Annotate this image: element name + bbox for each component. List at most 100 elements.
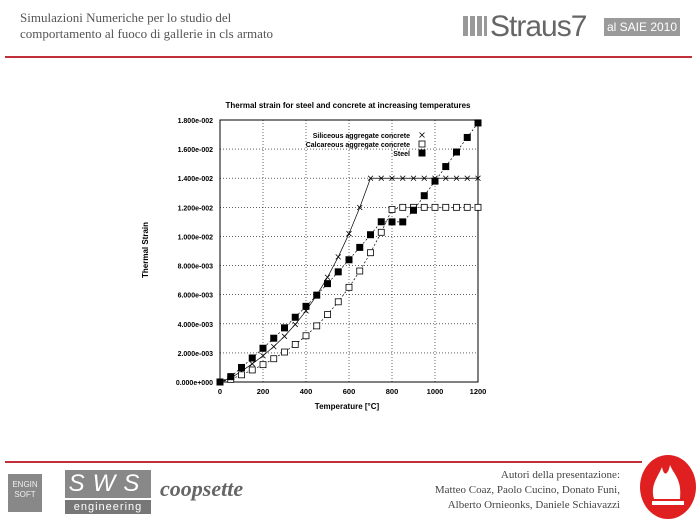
legend-label: Siliceous aggregate concrete: [313, 133, 410, 140]
data-point-filled-square: [281, 324, 288, 332]
data-point-open-square: [248, 366, 256, 374]
data-point-x: [410, 175, 417, 182]
y-tick-label: 1.600e-002: [178, 147, 214, 154]
x-tick-label: 600: [343, 387, 356, 396]
data-point-filled-square: [410, 206, 417, 214]
data-point-open-square: [270, 355, 278, 363]
authors-block: Autori della presentazione: Matteo Coaz,…: [435, 468, 620, 513]
data-point-open-square: [367, 249, 374, 257]
data-point-open-square: [463, 203, 471, 211]
straus7-logo-mark: [463, 16, 487, 36]
data-point-x: [260, 352, 266, 359]
presentation-title: Simulazioni Numeriche per lo studio del …: [20, 10, 273, 42]
saie-badge: al SAIE 2010: [604, 18, 680, 36]
footer-divider: [5, 461, 642, 463]
data-point-open-square: [442, 203, 450, 211]
y-tick-label: 8.000e-003: [178, 264, 214, 271]
data-point-filled-square: [259, 344, 267, 352]
data-point-filled-square: [388, 218, 396, 226]
data-point-filled-square: [453, 148, 460, 156]
data-point-filled-square: [345, 256, 353, 264]
data-point-open-square: [399, 203, 407, 211]
y-tick-label: 1.800e-002: [178, 118, 214, 125]
x-marker: [356, 204, 363, 211]
data-point-filled-square: [399, 218, 407, 226]
data-point-x: [367, 175, 374, 182]
data-point-x: [464, 175, 471, 182]
data-point-open-square: [431, 203, 439, 211]
x-marker: [292, 321, 299, 328]
x-marker: [419, 132, 425, 138]
data-point-filled-square: [367, 231, 374, 239]
legend-label: Calcareous aggregate concrete: [306, 142, 410, 149]
data-point-open-square: [345, 283, 353, 291]
plot-frame: [219, 119, 479, 383]
data-point-x: [442, 175, 449, 182]
data-point-filled-square: [442, 163, 450, 171]
data-point-open-square: [334, 298, 342, 306]
x-marker: [281, 333, 288, 340]
data-point-x: [335, 254, 342, 260]
title-line-1: Simulazioni Numeriche per lo studio del: [20, 10, 232, 25]
data-point-filled-square: [431, 177, 439, 185]
authors-heading: Autori della presentazione:: [500, 469, 620, 481]
data-point-open-square: [453, 203, 460, 211]
data-point-open-square: [238, 371, 245, 379]
data-point-filled-square: [302, 302, 310, 310]
y-tick-label: 0.000e+000: [176, 380, 213, 387]
data-point-filled-square: [248, 354, 256, 362]
authors-line-1: Matteo Coaz, Paolo Cucino, Donato Funi,: [434, 484, 620, 496]
data-point-x: [399, 175, 406, 182]
data-point-x: [475, 175, 481, 182]
y-tick-label: 6.000e-003: [178, 293, 214, 300]
legend-marker-open-square: [418, 140, 426, 148]
header-divider: [5, 56, 692, 58]
data-point-x: [292, 321, 299, 328]
data-point-filled-square: [216, 378, 224, 386]
chart-title: Thermal strain for steel and concrete at…: [226, 101, 472, 110]
legend-marker-filled-square: [418, 149, 426, 157]
x-tick-label: 0: [218, 387, 222, 396]
data-point-x: [389, 175, 395, 182]
x-marker: [335, 254, 342, 260]
straus7-logo: Straus7: [490, 10, 587, 43]
flame-icon: [652, 465, 684, 505]
data-point-open-square: [420, 203, 428, 211]
data-point-open-square: [324, 311, 331, 319]
x-marker: [389, 175, 395, 182]
data-point-open-square: [313, 322, 321, 330]
data-point-x: [281, 333, 288, 340]
legend-marker-x: [419, 132, 425, 138]
data-point-open-square: [302, 332, 310, 340]
data-point-filled-square: [291, 313, 299, 321]
sws-logo-text: SWS: [65, 470, 151, 498]
sws-logo-subtext: engineering: [65, 500, 151, 514]
data-point-x: [453, 175, 460, 182]
x-axis-label: Temperature [°C]: [315, 402, 380, 411]
x-tick-label: 400: [300, 387, 313, 396]
x-marker: [270, 343, 277, 350]
x-marker: [367, 175, 374, 182]
data-point-x: [324, 274, 331, 281]
x-marker: [442, 175, 449, 182]
x-marker: [421, 175, 428, 182]
data-point-filled-square: [313, 291, 321, 299]
data-point-x: [356, 204, 363, 211]
data-point-open-square: [291, 341, 299, 348]
data-point-x: [270, 343, 277, 350]
title-line-2: comportamento al fuoco di gallerie in cl…: [20, 26, 274, 41]
enginsoft-logo: ENGIN SOFT: [8, 474, 42, 512]
data-point-open-square: [259, 361, 267, 369]
sws-engineering-logo: SWS engineering: [65, 470, 151, 514]
x-marker: [410, 175, 417, 182]
x-tick-label: 1200: [470, 387, 487, 396]
x-tick-label: 200: [257, 387, 270, 396]
x-marker: [346, 230, 352, 237]
data-point-x: [249, 361, 256, 367]
x-marker: [475, 175, 481, 182]
y-axis-label: Thermal Strain: [141, 222, 150, 278]
y-tick-label: 1.400e-002: [178, 176, 214, 183]
data-point-filled-square: [420, 192, 428, 200]
data-point-open-square: [388, 206, 396, 213]
